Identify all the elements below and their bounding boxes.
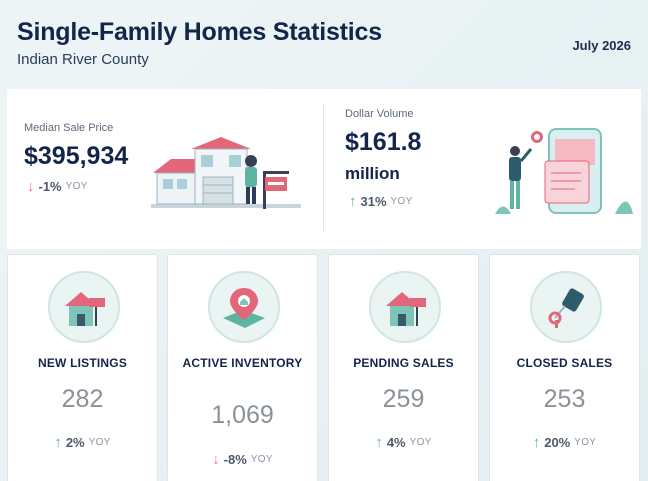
median-price-value: $395,934 — [24, 142, 129, 170]
arrow-up-icon: ↑ — [532, 434, 541, 451]
dollar-volume-value: $161.8 — [345, 128, 422, 156]
yoy-label: YOY — [574, 437, 597, 448]
card-new-listings: NEW LISTINGS 282 ↑ 2% YOY — [7, 254, 158, 481]
dollar-volume-label: Dollar Volume — [345, 108, 414, 120]
yoy-label: YOY — [390, 196, 413, 207]
card-change: ↑ 2% YOY — [8, 435, 157, 450]
key-icon — [548, 288, 584, 328]
yoy-label: YOY — [250, 454, 273, 465]
card-closed-sales: CLOSED SALES 253 ↑ 20% YOY — [489, 254, 640, 481]
card-pending-sales: PENDING SALES 259 ↑ 4% YOY — [328, 254, 479, 481]
icon-badge — [530, 271, 602, 343]
card-change: ↓ -8% YOY — [168, 452, 317, 467]
arrow-up-icon: ↑ — [54, 434, 62, 451]
arrow-down-icon: ↓ — [212, 451, 220, 468]
icon-badge — [48, 271, 120, 343]
icon-badge — [208, 271, 280, 343]
arrow-up-icon: ↑ — [349, 193, 357, 210]
card-label: ACTIVE INVENTORY — [182, 356, 303, 370]
card-value: 259 — [382, 385, 425, 413]
house-sign-icon — [386, 292, 426, 326]
page-title: Single-Family Homes Statistics — [17, 18, 382, 46]
house-sign-icon — [65, 292, 105, 326]
change-percent: 2% — [65, 435, 85, 450]
change-percent: 4% — [386, 435, 406, 450]
yoy-label: YOY — [409, 437, 432, 448]
report-date: July 2026 — [572, 38, 631, 53]
page-subtitle: Indian River County — [17, 51, 149, 68]
summary-panel: Median Sale Price $395,934 ↓ -1% YOY Dol… — [7, 89, 641, 249]
change-percent: -1% — [38, 179, 62, 194]
arrow-up-icon: ↑ — [375, 434, 383, 451]
yoy-label: YOY — [65, 181, 88, 192]
change-percent: 20% — [544, 435, 571, 450]
arrow-down-icon: ↓ — [27, 178, 35, 195]
house-for-sale-illustration — [151, 137, 301, 209]
phone-listing-illustration — [495, 128, 633, 214]
card-label: PENDING SALES — [353, 356, 454, 370]
card-label: NEW LISTINGS — [37, 356, 128, 370]
change-percent: 31% — [360, 194, 387, 209]
yoy-label: YOY — [88, 437, 111, 448]
median-price-change: ↓ -1% YOY — [27, 179, 88, 194]
icon-badge — [369, 271, 441, 343]
card-value: 1,069 — [211, 401, 274, 429]
panel-divider — [323, 103, 324, 231]
card-value: 282 — [61, 385, 104, 413]
card-label: CLOSED SALES — [516, 356, 613, 370]
median-price-label: Median Sale Price — [24, 122, 114, 134]
header: Single-Family Homes Statistics Indian Ri… — [17, 18, 382, 68]
card-value: 253 — [543, 385, 586, 413]
card-change: ↑ 4% YOY — [329, 435, 478, 450]
card-active-inventory: ACTIVE INVENTORY 1,069 ↓ -8% YOY — [167, 254, 318, 481]
map-pin-icon — [223, 288, 265, 328]
change-percent: -8% — [223, 452, 247, 467]
card-change: ↑ 20% YOY — [490, 435, 639, 450]
dollar-volume-unit: million — [345, 164, 400, 183]
dollar-volume-change: ↑ 31% YOY — [349, 194, 413, 209]
